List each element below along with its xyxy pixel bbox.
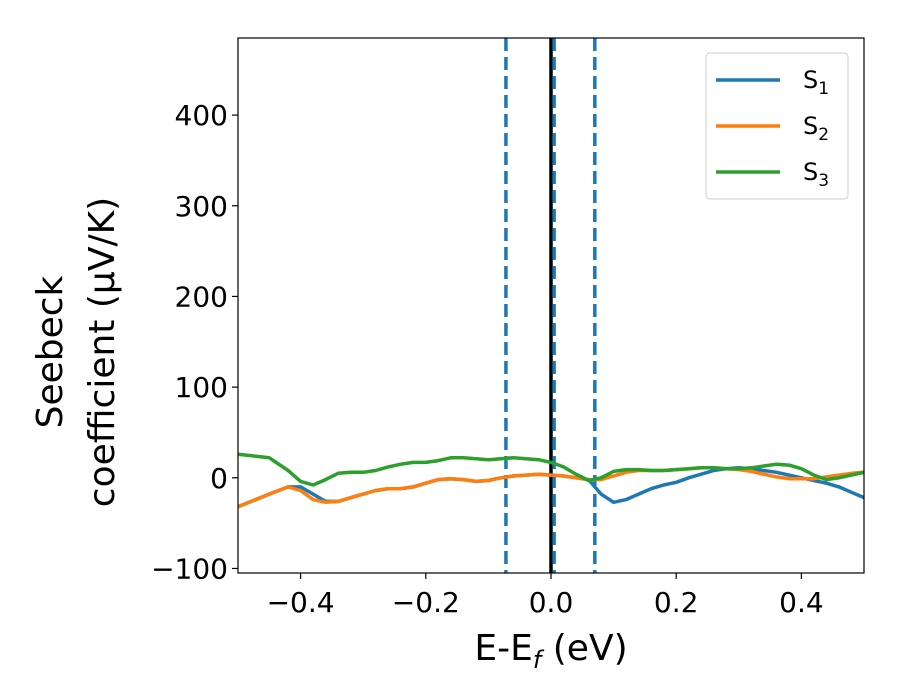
- x-tick-label: 0.0: [529, 586, 574, 619]
- y-tick-label: 400: [175, 99, 228, 132]
- y-tick-label: −100: [151, 552, 228, 585]
- legend-label-S3: S3: [803, 158, 829, 191]
- legend-label-S2: S2: [803, 112, 829, 145]
- series-layer: [238, 452, 864, 509]
- y-axis-ticks: −100 0 100 200 300 400: [151, 99, 238, 585]
- y-axis-label-line1: Seebeck: [30, 275, 71, 428]
- x-axis-ticks: −0.4 −0.2 0.0 0.2 0.4: [267, 573, 824, 619]
- x-tick-label: −0.4: [267, 586, 335, 619]
- x-axis-label: E-Ef (eV): [474, 628, 627, 674]
- y-tick-label: 200: [175, 280, 228, 313]
- legend-label-S1: S1: [803, 66, 829, 99]
- series-line-S3: [238, 452, 864, 487]
- x-tick-label: −0.2: [392, 586, 460, 619]
- x-tick-label: 0.4: [779, 586, 824, 619]
- x-tick-label: 0.2: [654, 586, 699, 619]
- y-tick-label: 300: [175, 190, 228, 223]
- legend: S1 S2 S3: [705, 52, 849, 200]
- y-axis-label: Seebeck coefficient (μV/K): [30, 197, 123, 507]
- y-tick-label: 100: [175, 371, 228, 404]
- series-line-S2: [238, 466, 864, 509]
- reference-lines-layer: [504, 38, 597, 573]
- y-tick-label: 0: [210, 462, 228, 495]
- y-axis-label-line2: coefficient (μV/K): [82, 197, 123, 507]
